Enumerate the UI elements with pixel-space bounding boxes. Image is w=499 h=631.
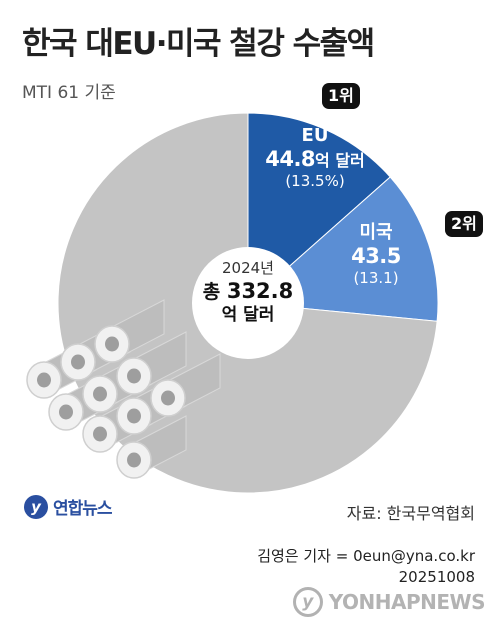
watermark-text: YONHAPNEWS — [328, 590, 486, 614]
chart-subtitle: MTI 61 기준 — [22, 83, 116, 103]
slice-percent-us: (13.1) — [353, 268, 399, 287]
pie-slice-eu — [247, 112, 391, 305]
yonhap-watermark: y YONHAPNEWS — [292, 587, 486, 617]
watermark-logo-icon: y — [292, 587, 323, 617]
reporter-credit: 김영은 기자 = 0eun@yna.co.kr — [257, 547, 475, 565]
total-year: 2024년 — [222, 259, 274, 277]
slice-name-eu: EU — [301, 125, 329, 146]
slice-label-us: 미국 43.5 (13.1) — [336, 222, 416, 287]
yonhap-logo-icon: y — [24, 494, 48, 519]
coil-roll — [116, 415, 187, 479]
chart-title: 한국 대EU·미국 철강 수출액 — [22, 26, 375, 62]
rank-badge-us: 2위 — [445, 211, 483, 237]
coil-roll — [94, 299, 165, 363]
slice-unit-eu: 억 달러 — [315, 150, 365, 170]
coil-roll — [116, 331, 187, 395]
slice-percent-eu: (13.5%) — [285, 171, 345, 190]
slice-name-us: 미국 — [359, 222, 393, 243]
total-unit: 억 달러 — [221, 304, 275, 325]
yonhap-logo-text: 연합뉴스 — [53, 499, 113, 519]
slice-value-eu: 44.8 — [265, 146, 316, 171]
slice-value-us: 43.5 — [351, 243, 401, 268]
center-hole — [192, 247, 304, 359]
publish-date: 20251008 — [398, 568, 475, 586]
credit: 김영은 기자 = 0eun@yna.co.kr 20251008 — [257, 546, 475, 588]
yonhap-logo: y 연합뉴스 — [24, 494, 113, 519]
slice-label-eu: EU 44.8억 달러 (13.5%) — [256, 125, 374, 190]
coil-roll — [150, 353, 221, 417]
total-label: 총 — [202, 280, 221, 303]
center-total: 2024년 총 332.8 억 달러 — [196, 259, 300, 326]
steel-coil-rolls-icon — [26, 299, 221, 479]
rank-badge-eu: 1위 — [322, 83, 360, 109]
total-value: 332.8 — [226, 278, 294, 303]
source-text: 자료: 한국무역협회 — [346, 504, 475, 523]
